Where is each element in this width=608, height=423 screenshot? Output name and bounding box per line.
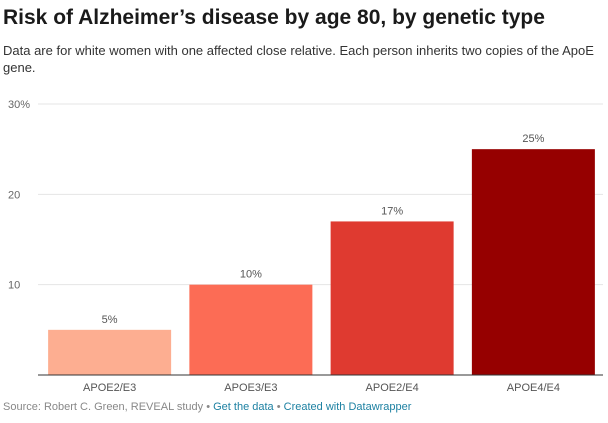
x-tick-label: APOE2/E3	[83, 382, 136, 394]
x-tick-label: APOE2/E4	[366, 382, 419, 394]
get-the-data-link[interactable]: Get the data	[213, 401, 274, 413]
source-note: Source: Robert C. Green, REVEAL study	[3, 401, 204, 413]
footer-separator: •	[206, 401, 211, 413]
bar	[330, 221, 454, 375]
bars	[48, 149, 595, 375]
footer-separator: •	[276, 401, 281, 413]
bar	[189, 284, 313, 375]
bar-value-labels: 5% 10% 17% 25%	[102, 133, 545, 326]
chart-footer: Source: Robert C. Green, REVEAL study • …	[3, 400, 603, 414]
y-tick-label: 20	[8, 189, 20, 201]
bar-value-label: 10%	[240, 269, 262, 281]
bar-value-label: 5%	[102, 314, 118, 326]
chart-subtitle: Data are for white women with one affect…	[3, 43, 594, 75]
x-tick-label: APOE4/E4	[507, 382, 560, 394]
bar-value-label: 17%	[381, 205, 403, 217]
bar	[48, 329, 172, 375]
created-with-datawrapper-link[interactable]: Created with Datawrapper	[283, 401, 412, 413]
x-tick-label: APOE3/E3	[224, 382, 277, 394]
y-tick-label: 30%	[8, 99, 30, 111]
chart-title: Risk of Alzheimer’s disease by age 80, b…	[3, 6, 545, 29]
x-axis: APOE2/E3 APOE3/E3 APOE2/E4 APOE4/E4	[38, 374, 603, 394]
bar-value-label: 25%	[522, 133, 544, 145]
y-tick-label: 10	[8, 280, 20, 292]
bar	[471, 149, 595, 375]
